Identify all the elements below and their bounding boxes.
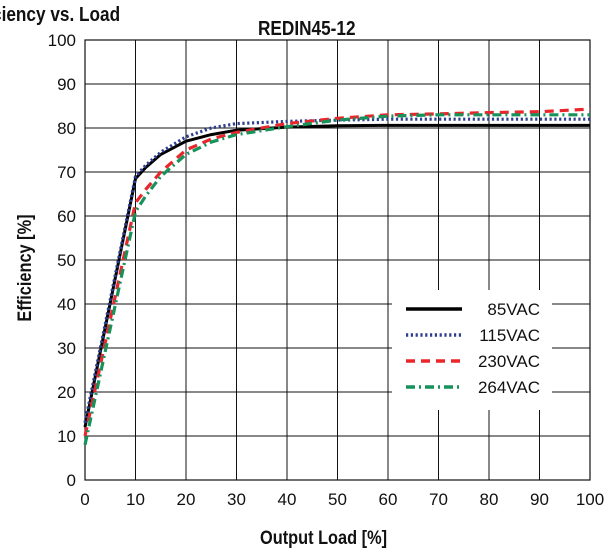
y-tick-label: 20 <box>57 383 76 402</box>
tick-labels: 0 10 20 30 40 50 60 70 80 90 100 0 10 20 30 40 50 60 70 80 9… <box>48 31 605 509</box>
grid <box>84 39 591 481</box>
y-tick-label: 60 <box>57 207 76 226</box>
plot-frame <box>84 39 591 481</box>
legend-label: 264VAC <box>478 378 540 397</box>
y-tick-label: 10 <box>57 427 76 446</box>
y-tick-label: 40 <box>57 295 76 314</box>
legend-label: 230VAC <box>478 352 540 371</box>
x-tick-label: 30 <box>227 490 246 509</box>
x-tick-label: 80 <box>480 490 499 509</box>
x-tick-label: 60 <box>379 490 398 509</box>
y-tick-label: 0 <box>67 471 76 490</box>
series-line-115vac <box>83 117 590 424</box>
x-tick-label: 40 <box>278 490 297 509</box>
y-tick-label: 80 <box>57 119 76 138</box>
series-lines <box>83 107 591 446</box>
legend-label: 85VAC <box>487 300 540 319</box>
x-tick-label: 0 <box>80 490 89 509</box>
x-tick-label: 20 <box>177 490 196 509</box>
x-tick-label: 100 <box>576 490 604 509</box>
y-tick-label: 90 <box>57 75 76 94</box>
x-tick-label: 10 <box>126 490 145 509</box>
legend: 85VAC 115VAC 230VAC 264VAC <box>392 290 552 410</box>
y-tick-label: 50 <box>57 251 76 270</box>
chart-title: REDIN45-12 <box>258 18 356 40</box>
page-title: ciency vs. Load <box>0 4 121 26</box>
x-tick-label: 50 <box>328 490 347 509</box>
y-tick-label: 70 <box>57 163 76 182</box>
legend-label: 115VAC <box>479 326 540 345</box>
series-line-230vac <box>83 107 591 437</box>
x-tick-label: 70 <box>429 490 448 509</box>
x-tick-label: 90 <box>530 490 549 509</box>
series-line-264vac <box>83 113 590 446</box>
y-tick-label: 100 <box>48 31 76 50</box>
x-axis-label: Output Load [%] <box>260 528 388 549</box>
y-tick-label: 30 <box>57 339 76 358</box>
